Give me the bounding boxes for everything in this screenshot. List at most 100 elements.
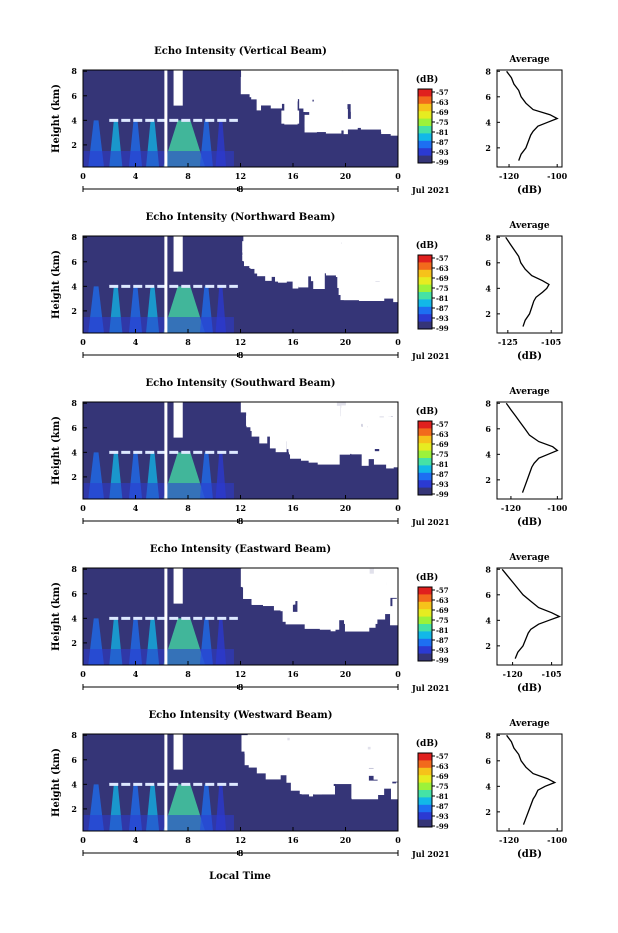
no-data-patch [250,402,269,427]
colorbar-swatch [418,322,432,330]
colorbar-swatch [418,451,432,459]
colorbar-swatch [418,255,432,263]
x-tick-label: 8 [185,835,191,845]
colorbar-tick-label: -63 [436,430,449,439]
colorbar-swatch [418,307,432,315]
avg-frame [497,734,562,831]
no-data-patch [335,610,339,617]
colorbar-swatch [418,465,432,473]
x-tick-label: 12 [235,337,246,347]
y-tick-label: 8 [71,730,77,740]
avg-x-tick-label: -120 [503,669,523,679]
no-data-region [269,402,391,424]
avg-x-tick-label: -105 [542,669,562,679]
colorbar-tick-label: -69 [436,108,449,117]
avg-title: Average [508,55,549,65]
colorbar-unit: (dB) [416,572,438,583]
avg-frame [497,568,562,665]
y-axis-label: Height (km) [51,84,62,153]
y-tick-label: 2 [71,306,77,316]
colorbar-tick-label: -93 [436,646,449,655]
date-label: Jul 2021 [411,849,450,859]
colorbar-tick-label: -75 [436,284,449,293]
avg-x-label: (dB) [517,185,542,196]
date-label: Jul 2021 [411,185,450,195]
x-tick-label: 0 [395,835,401,845]
colorbar-swatch [418,654,432,662]
colorbar-swatch [418,631,432,639]
colorbar-swatch [418,594,432,602]
x-tick-label: 16 [287,835,299,845]
no-data-patch [351,781,361,798]
colorbar-tick-label: -57 [436,254,449,263]
colorbar-swatch [418,820,432,828]
avg-y-tick-label: 2 [485,475,491,485]
no-data-patch [305,90,310,112]
y-tick-label: 6 [71,589,77,599]
colorbar-swatch [418,299,432,307]
no-data-region [269,568,391,590]
day-marker: 8 [238,516,244,526]
y-tick-label: 4 [71,613,77,623]
x-tick-label: 0 [395,337,401,347]
x-tick-label: 12 [235,835,246,845]
colorbar-swatch [418,458,432,466]
colorbar-swatch [418,141,432,149]
no-data-patch [353,267,365,295]
low-echo-band [83,483,234,499]
no-data-patch [312,110,330,127]
avg-y-tick-label: 6 [485,756,491,766]
colorbar-swatch [418,790,432,798]
y-axis-label: Height (km) [51,748,62,817]
no-data-patch [312,761,320,769]
avg-x-tick-label: -120 [501,503,521,513]
colorbar-swatch [418,436,432,444]
colorbar-unit: (dB) [416,74,438,85]
no-data-patch [284,100,297,124]
avg-title: Average [508,221,549,231]
x-tick-label: 4 [133,171,139,181]
avg-y-tick-label: 4 [485,283,491,293]
avg-x-tick-label: -120 [499,171,519,181]
colorbar-swatch [418,480,432,488]
colorbar-swatch [418,285,432,293]
avg-y-tick-label: 8 [485,730,491,740]
colorbar-swatch [418,428,432,436]
avg-title: Average [508,387,549,397]
data-gap [164,236,167,333]
avg-frame [497,70,562,167]
colorbar-tick-label: -81 [436,294,449,303]
y-tick-label: 6 [71,755,77,765]
colorbar-swatch [418,805,432,813]
colorbar-swatch [418,797,432,805]
x-tick-label: 8 [185,503,191,513]
no-data-patch [381,125,396,134]
colorbar-swatch [418,473,432,481]
y-tick-label: 8 [71,232,77,242]
panel-2: Echo Intensity (Southward Beam)8642Heigh… [51,378,568,528]
colorbar-swatch [418,270,432,278]
avg-y-tick-label: 4 [485,117,491,127]
colorbar-swatch [418,126,432,134]
avg-x-tick-label: -125 [498,337,518,347]
avg-title: Average [508,719,549,729]
colorbar-tick-label: -63 [436,264,449,273]
colorbar-swatch [418,783,432,791]
colorbar-swatch [418,617,432,625]
avg-x-tick-label: -105 [541,337,561,347]
colorbar-tick-label: -93 [436,812,449,821]
panel-1: Echo Intensity (Northward Beam)8642Heigh… [51,212,562,362]
colorbar-swatch [418,624,432,632]
no-data-patch [331,610,336,632]
x-tick-label: 4 [133,835,139,845]
no-data-patch [382,765,398,779]
colorbar-swatch [418,89,432,97]
colorbar-swatch [418,768,432,776]
no-data-patch [385,603,390,609]
x-tick-label: 20 [340,337,352,347]
low-echo-band [83,151,234,167]
no-data-patch [250,80,271,97]
y-tick-label: 4 [71,281,77,291]
x-tick-label: 0 [395,171,401,181]
